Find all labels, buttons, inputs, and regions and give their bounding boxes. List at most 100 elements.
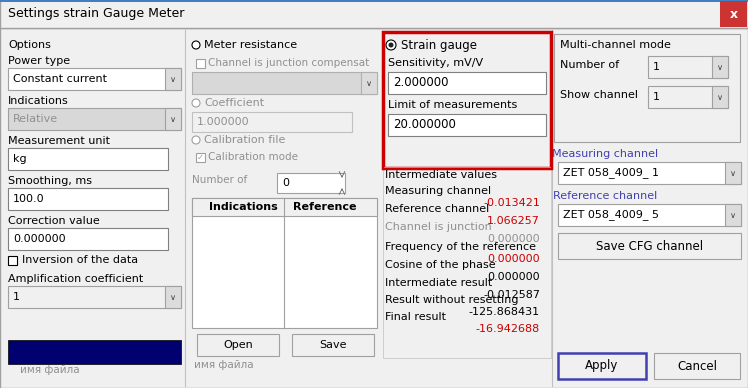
Text: Open: Open — [223, 340, 253, 350]
Text: Amplification coefficient: Amplification coefficient — [8, 274, 144, 284]
Text: ZET 058_4009_ 1: ZET 058_4009_ 1 — [563, 168, 659, 178]
Text: -0.013421: -0.013421 — [483, 198, 540, 208]
Text: имя файла: имя файла — [194, 360, 254, 370]
Bar — [712, 56, 728, 78]
Bar — [8, 68, 181, 90]
Text: ∨: ∨ — [170, 114, 176, 123]
Text: ∨: ∨ — [717, 92, 723, 102]
Bar — [196, 59, 205, 68]
Circle shape — [192, 99, 200, 107]
Bar — [8, 148, 168, 170]
Text: ∨: ∨ — [730, 211, 736, 220]
Text: Multi-channel mode: Multi-channel mode — [560, 40, 671, 50]
Text: 0.000000: 0.000000 — [13, 234, 66, 244]
Bar — [648, 56, 728, 78]
Bar — [196, 153, 205, 162]
Text: Constant current: Constant current — [13, 74, 107, 84]
Bar — [192, 198, 377, 328]
Bar — [0, 0, 748, 28]
Text: Number of: Number of — [560, 60, 619, 70]
Text: Calibration mode: Calibration mode — [208, 152, 298, 162]
Bar — [0, 0, 748, 2]
Text: Cancel: Cancel — [677, 360, 717, 372]
Circle shape — [192, 136, 200, 144]
Bar — [197, 334, 279, 356]
Circle shape — [192, 41, 200, 49]
Text: ∨: ∨ — [170, 293, 176, 301]
Bar — [383, 32, 551, 168]
Text: Coefficient: Coefficient — [204, 98, 264, 108]
Text: Relative: Relative — [13, 114, 58, 124]
Text: Correction value: Correction value — [8, 216, 99, 226]
Text: Reference: Reference — [293, 202, 357, 212]
Text: Frequency of the reference: Frequency of the reference — [385, 242, 536, 252]
Bar — [8, 108, 181, 130]
Text: Apply: Apply — [586, 360, 619, 372]
Text: Result without resetting: Result without resetting — [385, 295, 518, 305]
Bar — [8, 340, 181, 364]
Text: Smoothing, ms: Smoothing, ms — [8, 176, 92, 186]
Text: Measuring channel: Measuring channel — [552, 149, 658, 159]
Bar — [720, 1, 747, 27]
Text: 0.000000: 0.000000 — [488, 254, 540, 264]
Text: -0.012587: -0.012587 — [483, 290, 540, 300]
Text: ∨: ∨ — [366, 78, 372, 88]
Bar — [654, 353, 740, 379]
Text: 100.0: 100.0 — [13, 194, 45, 204]
Text: Options: Options — [8, 40, 51, 50]
Text: Indications: Indications — [209, 202, 278, 212]
Bar — [725, 204, 741, 226]
Bar — [8, 256, 17, 265]
Text: Measuring channel: Measuring channel — [385, 186, 491, 196]
Bar — [8, 228, 168, 250]
Text: Number of: Number of — [192, 175, 248, 185]
Text: Power type: Power type — [8, 56, 70, 66]
Bar — [192, 198, 377, 216]
Bar — [165, 286, 181, 308]
Circle shape — [388, 43, 393, 47]
Text: ∨: ∨ — [717, 62, 723, 71]
Bar — [558, 353, 646, 379]
Text: ∨: ∨ — [170, 74, 176, 83]
Bar — [383, 168, 551, 358]
Text: Meter resistance: Meter resistance — [204, 40, 297, 50]
Bar — [558, 204, 741, 226]
Text: -125.868431: -125.868431 — [469, 307, 540, 317]
Text: 1: 1 — [653, 92, 660, 102]
Text: Save: Save — [319, 340, 347, 350]
Text: 0.000000: 0.000000 — [488, 234, 540, 244]
Text: -16.942688: -16.942688 — [476, 324, 540, 334]
Text: 0.000000: 0.000000 — [488, 272, 540, 282]
Text: 1.000000: 1.000000 — [197, 117, 250, 127]
Text: Indications: Indications — [8, 96, 69, 106]
Text: Final result: Final result — [385, 312, 446, 322]
Bar — [277, 173, 345, 193]
Text: Measurement unit: Measurement unit — [8, 136, 110, 146]
Bar — [554, 34, 740, 142]
Text: Sensitivity, mV/V: Sensitivity, mV/V — [388, 58, 483, 68]
Bar — [712, 86, 728, 108]
Bar — [8, 188, 168, 210]
Text: Cosine of the phase: Cosine of the phase — [385, 260, 496, 270]
Text: 1.066257: 1.066257 — [487, 216, 540, 226]
Bar — [192, 112, 352, 132]
Text: 2.000000: 2.000000 — [393, 76, 449, 90]
Text: Reference channel: Reference channel — [385, 204, 489, 214]
Text: Channel is junction: Channel is junction — [385, 222, 491, 232]
Bar — [558, 233, 741, 259]
Text: Strain gauge: Strain gauge — [401, 38, 477, 52]
Text: ∨: ∨ — [730, 168, 736, 177]
Text: 1: 1 — [653, 62, 660, 72]
Bar — [558, 162, 741, 184]
Text: ZET 058_4009_ 5: ZET 058_4009_ 5 — [563, 210, 659, 220]
Bar — [388, 72, 546, 94]
Bar — [192, 72, 377, 94]
Text: 0: 0 — [282, 178, 289, 188]
Text: Show channel: Show channel — [560, 90, 638, 100]
Text: Limit of measurements: Limit of measurements — [388, 100, 518, 110]
Text: Reference channel: Reference channel — [553, 191, 657, 201]
Bar — [165, 108, 181, 130]
Bar — [165, 68, 181, 90]
Text: Intermediate values: Intermediate values — [385, 170, 497, 180]
Text: Inversion of the data: Inversion of the data — [22, 255, 138, 265]
